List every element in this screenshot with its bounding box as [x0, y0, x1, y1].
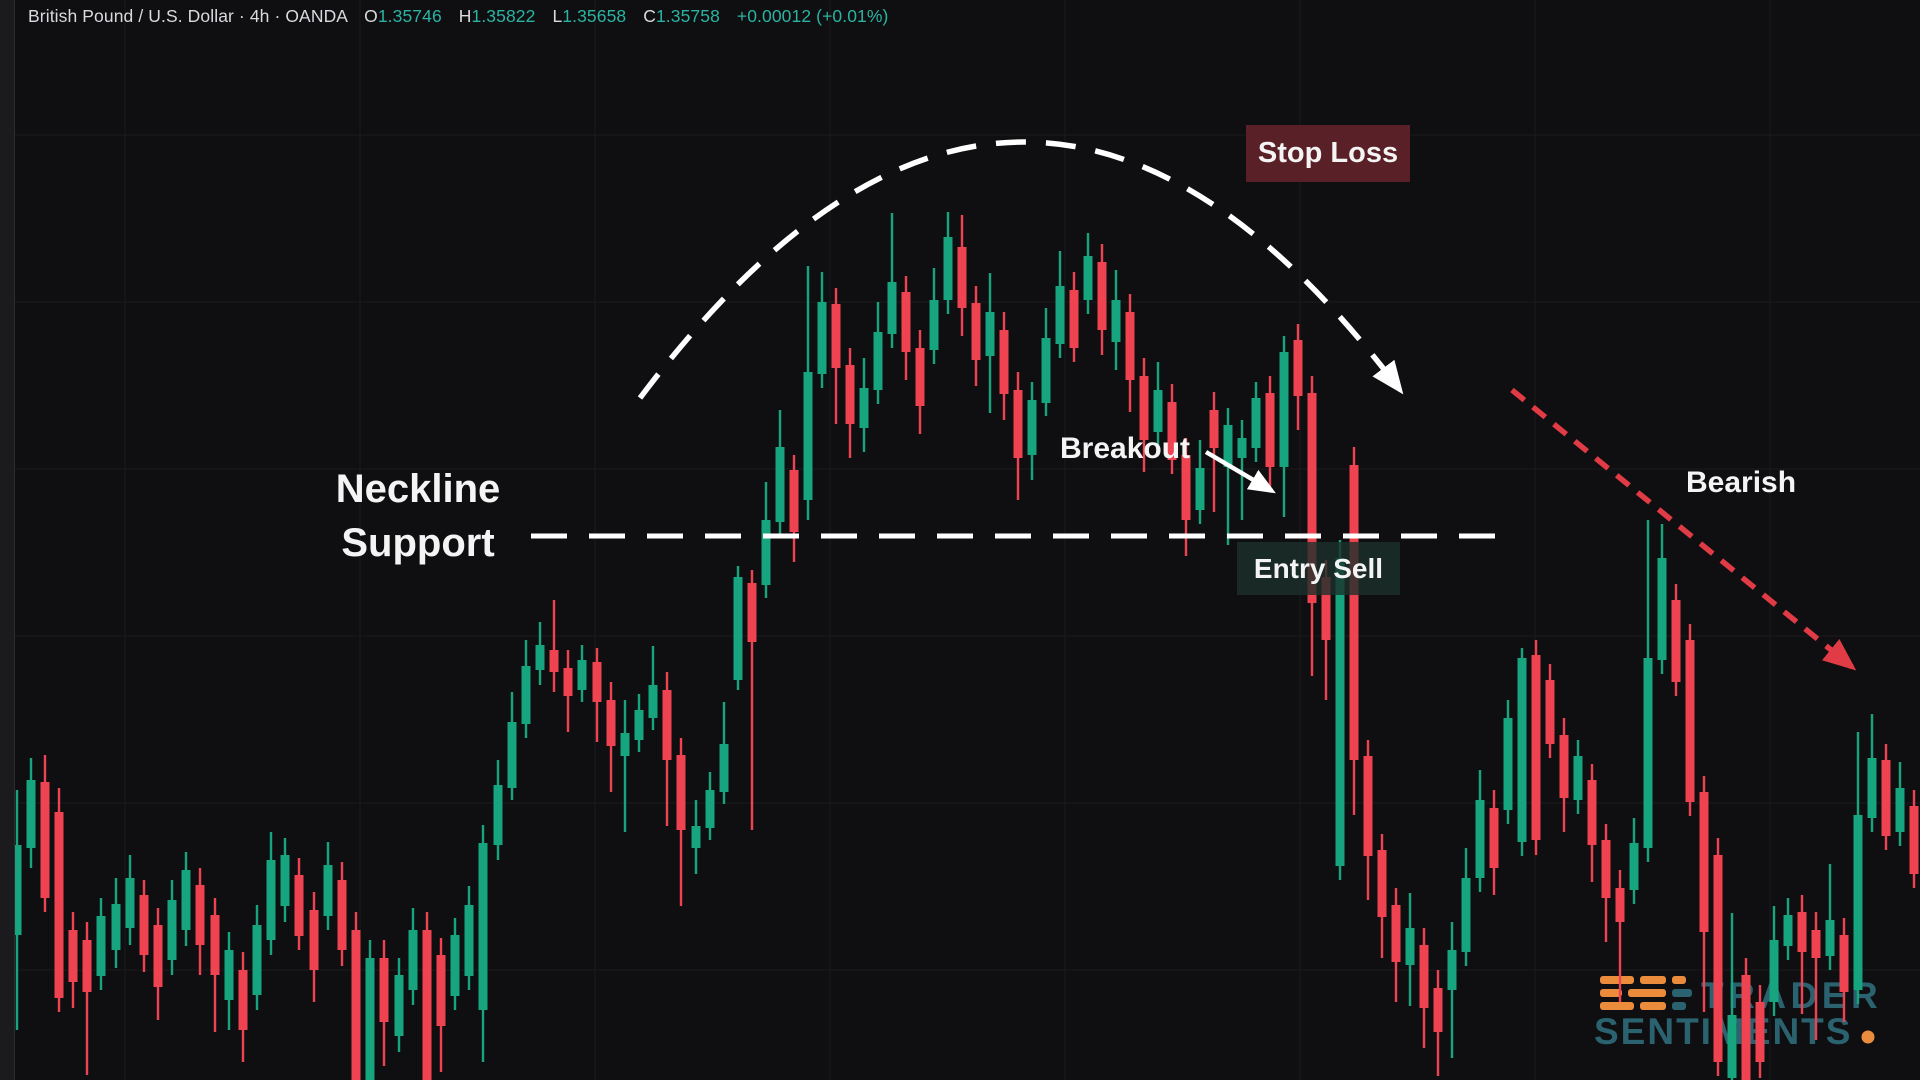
close-value: 1.35758 [655, 6, 720, 26]
left-toolbar-strip [0, 0, 15, 1080]
breakout-arrow [1204, 450, 1276, 494]
annotation-shapes-layer [531, 139, 1857, 671]
symbol-header[interactable]: British Pound / U.S. Dollar · 4h · OANDA… [28, 6, 888, 27]
high-label: H [458, 6, 472, 26]
logo-line2: SENTIMENTS [1594, 1011, 1852, 1052]
neckline-support-label: Neckline Support [335, 467, 501, 565]
logo-dot [1861, 1030, 1875, 1044]
low-value: 1.35658 [562, 6, 627, 26]
candles-layer [12, 212, 1919, 1080]
stop-loss-badge: Stop Loss [1246, 125, 1410, 182]
high-value: 1.35822 [471, 6, 536, 26]
open-label: O [364, 6, 378, 26]
open-value: 1.35746 [377, 6, 442, 26]
bearish-projection-arrow [1510, 387, 1857, 671]
logo-dashes-icon [1600, 976, 1692, 1010]
change-value: +0.00012 (+0.01%) [736, 6, 889, 26]
close-label: C [643, 6, 656, 26]
rounded-top-arc [637, 139, 1404, 400]
entry-sell-badge: Entry Sell [1237, 542, 1400, 595]
symbol-title[interactable]: British Pound / U.S. Dollar · 4h · OANDA [28, 6, 348, 26]
breakout-label: Breakout [1060, 432, 1191, 465]
watermark-logo: TRADER SENTIMENTS [1594, 975, 1878, 1052]
bearish-label: Bearish [1686, 466, 1797, 499]
low-label: L [552, 6, 563, 26]
